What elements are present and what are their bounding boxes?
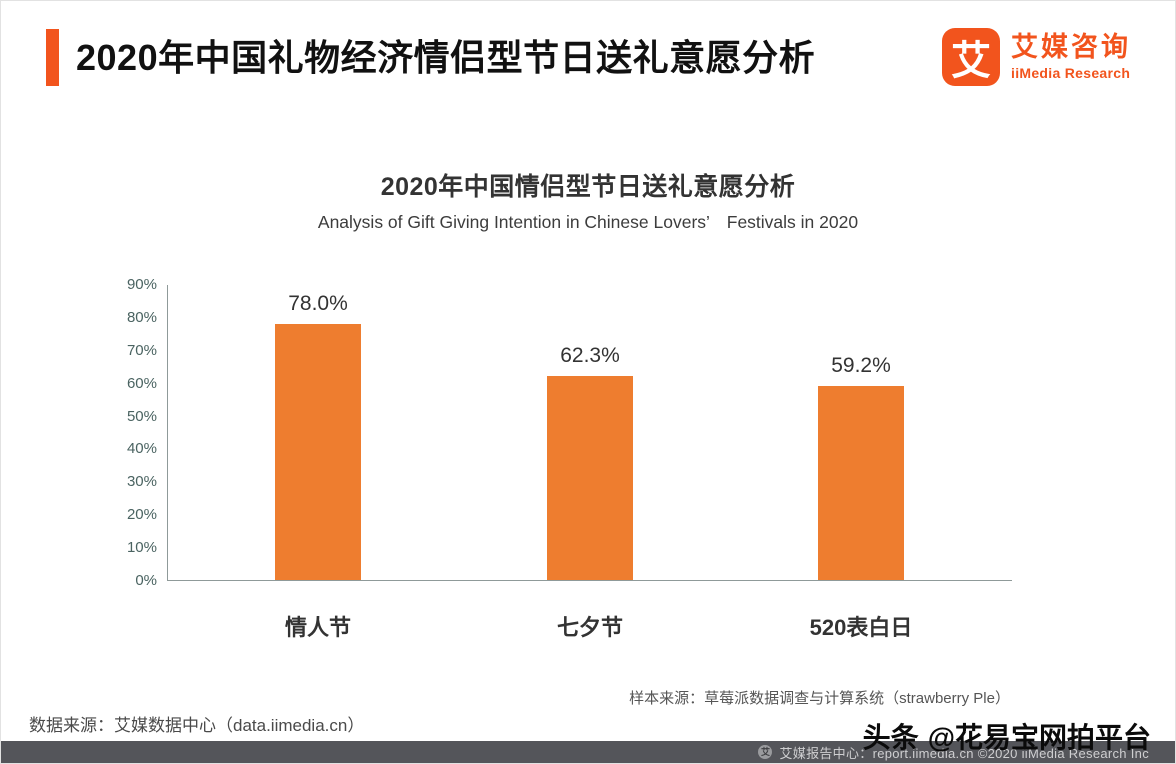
footer-content: 艾 艾媒报告中心：report.iimedia.cn ©2020 iiMedia… — [758, 741, 1149, 763]
y-tick: 90% — [126, 276, 157, 293]
chart-title: 2020年中国情侣型节日送礼意愿分析 — [380, 173, 796, 201]
bar-value-label: 78.0% — [288, 292, 348, 316]
bar-520 — [818, 385, 904, 580]
bar-group-valentines: 78.0% 情人节 — [275, 285, 361, 640]
iimedia-logo-icon: 艾 — [942, 28, 1000, 86]
y-tick: 40% — [126, 440, 157, 458]
y-tick: 80% — [126, 308, 157, 326]
bar-group-qixi: 62.3% 七夕节 — [547, 285, 633, 640]
iimedia-logo-text: 艾媒咨询 iiMedia Research — [1011, 31, 1131, 82]
iimedia-footer-icon: 艾 — [758, 745, 773, 759]
y-axis-tick-labels: 90% 80% 70% 60% 50% 40% 30% 20% 10% 0% — [93, 276, 157, 590]
y-tick: 50% — [126, 407, 157, 425]
y-tick: 0% — [135, 571, 157, 589]
y-tick: 60% — [126, 374, 157, 392]
footer-text: 艾媒报告中心：report.iimedia.cn ©2020 iiMedia R… — [779, 745, 1149, 761]
x-category-label: 520表白日 — [809, 615, 913, 640]
watermark-brand: 头条 — [862, 722, 919, 753]
watermark-handle: @花易宝网拍平台 — [927, 722, 1151, 753]
bar-group-520: 59.2% 520表白日 — [810, 285, 913, 640]
logo-name-cn: 艾媒咨询 — [1011, 31, 1131, 62]
bar-value-label: 62.3% — [560, 343, 620, 367]
bar-value-label: 59.2% — [831, 353, 891, 377]
logo-name-en: iiMedia Research — [1011, 65, 1131, 82]
x-category-label: 情人节 — [284, 615, 351, 640]
bar-qixi — [547, 375, 633, 580]
iimedia-logo: 艾 艾媒咨询 iiMedia Research — [942, 28, 1131, 86]
bar-chart-plot-area: 78.0% 情人节 62.3% 七夕节 59.2% 520表白日 — [167, 285, 1012, 640]
sample-source-note: 样本来源：草莓派数据调查与计算系统（strawberry Ple） — [629, 690, 1010, 707]
y-tick: 30% — [126, 473, 157, 491]
data-source-note: 数据来源：艾媒数据中心（data.iimedia.cn） — [29, 716, 365, 735]
chart-subtitle: Analysis of Gift Giving Intention in Chi… — [317, 212, 859, 232]
y-tick: 20% — [126, 506, 157, 524]
page-header: 2020年中国礼物经济情侣型节日送礼意愿分析 — [46, 29, 815, 86]
y-tick: 70% — [126, 341, 157, 359]
y-tick: 10% — [126, 539, 157, 556]
bar-valentines — [275, 324, 361, 580]
page-title: 2020年中国礼物经济情侣型节日送礼意愿分析 — [76, 37, 816, 78]
watermark: 头条 @花易宝网拍平台 — [863, 716, 1151, 756]
accent-bar — [46, 29, 59, 86]
footer-bar: 艾 艾媒报告中心：report.iimedia.cn ©2020 iiMedia… — [1, 741, 1175, 763]
x-category-label: 七夕节 — [556, 615, 623, 640]
